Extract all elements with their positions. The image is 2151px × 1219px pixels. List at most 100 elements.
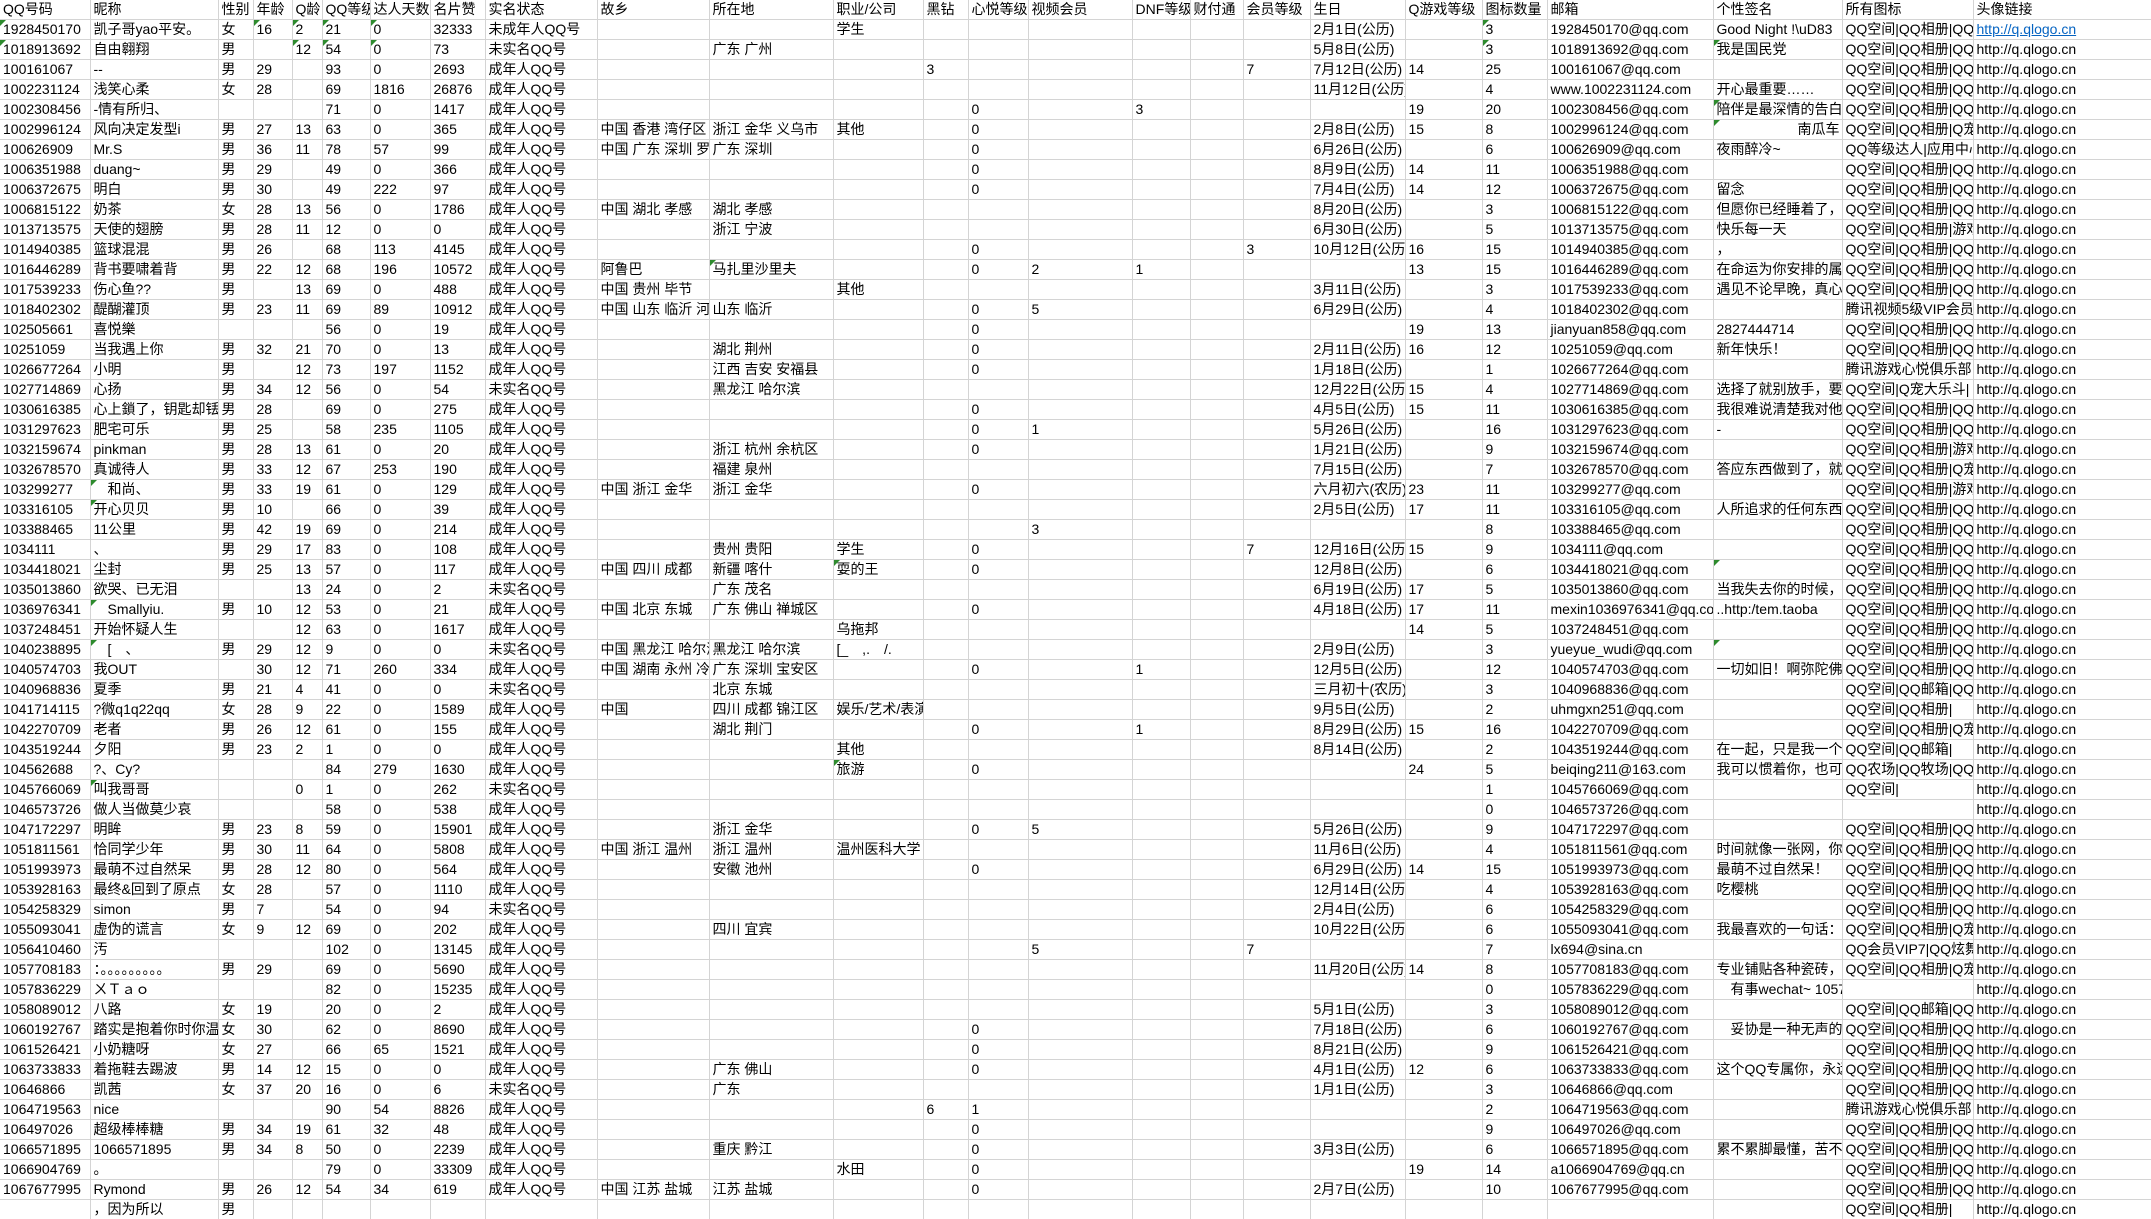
cell[interactable] [1189, 839, 1244, 860]
cell[interactable] [1242, 1039, 1311, 1060]
cell[interactable] [1131, 699, 1191, 720]
cell[interactable]: 6 [429, 1079, 486, 1100]
cell[interactable]: 71 [321, 99, 371, 120]
cell[interactable]: 129 [429, 479, 486, 500]
cell[interactable] [922, 779, 969, 800]
cell[interactable] [1404, 1099, 1483, 1120]
cell[interactable]: Good Night !\uD83 [1712, 19, 1843, 40]
cell[interactable]: 六月初六(农历) [1309, 479, 1406, 500]
column-header[interactable]: 个性签名 [1712, 0, 1843, 20]
cell[interactable]: http://q.qlogo.cn [1972, 639, 2151, 660]
cell[interactable] [967, 499, 1029, 520]
cell[interactable] [1189, 379, 1244, 400]
cell[interactable]: 四川 宜宾 [708, 919, 834, 940]
cell[interactable] [252, 1159, 293, 1180]
cell[interactable]: 155 [429, 719, 486, 740]
cell[interactable]: 男 [217, 39, 254, 60]
cell[interactable]: QQ空间|Q宠大乐斗| [1841, 379, 1974, 400]
cell[interactable] [1404, 839, 1483, 860]
cell[interactable]: 男 [217, 499, 254, 520]
cell[interactable] [1027, 799, 1133, 820]
cell[interactable] [1027, 619, 1133, 640]
cell[interactable] [1027, 779, 1133, 800]
cell[interactable]: 5月8日(公历) [1309, 39, 1406, 60]
cell[interactable]: 成年人QQ号 [484, 499, 598, 520]
cell[interactable]: 27 [252, 1039, 293, 1060]
cell[interactable] [922, 259, 969, 280]
cell[interactable]: 男 [217, 59, 254, 80]
cell[interactable]: 1013713575 [0, 219, 91, 240]
cell[interactable]: 山东 临沂 [708, 299, 834, 320]
cell[interactable]: 56 [321, 379, 371, 400]
cell[interactable] [1242, 219, 1311, 240]
cell[interactable] [1027, 79, 1133, 100]
cell[interactable]: http://q.qlogo.cn [1972, 559, 2151, 580]
cell[interactable] [1404, 679, 1483, 700]
cell[interactable]: 0 [429, 739, 486, 760]
cell[interactable] [967, 519, 1029, 540]
cell[interactable]: 26876 [429, 79, 486, 100]
cell[interactable]: 16 [1481, 719, 1548, 740]
cell[interactable]: 4 [291, 679, 323, 700]
cell[interactable]: 27 [252, 119, 293, 140]
cell[interactable]: 1006815122@qq.com [1546, 199, 1714, 220]
cell[interactable]: 0 [967, 139, 1029, 160]
cell[interactable]: QQ空间|QQ相册|QQ [1841, 399, 1974, 420]
cell[interactable]: ?微q1q22qq [89, 699, 219, 720]
cell[interactable]: 男 [217, 639, 254, 660]
cell[interactable]: 2月11日(公历) [1309, 339, 1406, 360]
cell[interactable]: 10251059@qq.com [1546, 339, 1714, 360]
cell[interactable]: 累不累脚最懂，苦不 [1712, 1139, 1843, 1160]
cell[interactable]: 61 [321, 439, 371, 460]
cell[interactable]: 275 [429, 399, 486, 420]
cell[interactable]: 12月8日(公历) [1309, 559, 1406, 580]
cell[interactable] [596, 379, 710, 400]
cell[interactable] [1027, 399, 1133, 420]
cell[interactable]: http://q.qlogo.cn [1972, 379, 2151, 400]
cell[interactable] [1027, 379, 1133, 400]
cell[interactable]: 5月1日(公历) [1309, 999, 1406, 1020]
cell[interactable]: 开心最重要…… [1712, 79, 1843, 100]
cell[interactable] [967, 959, 1029, 980]
cell[interactable] [922, 479, 969, 500]
cell[interactable]: QQ空间|QQ相册|QQ [1841, 879, 1974, 900]
cell[interactable]: 浙江 金华 义乌市 [708, 119, 834, 140]
cell[interactable]: 0 [369, 199, 431, 220]
cell[interactable]: 12月16日(公历) [1309, 539, 1406, 560]
cell[interactable]: 成年人QQ号 [484, 1179, 598, 1200]
cell[interactable] [1189, 739, 1244, 760]
cell[interactable]: 70 [321, 339, 371, 360]
cell[interactable]: 15 [1481, 859, 1548, 880]
cell[interactable] [922, 659, 969, 680]
cell[interactable] [967, 59, 1029, 80]
cell[interactable]: 、 [89, 539, 219, 560]
cell[interactable]: 0 [291, 779, 323, 800]
cell[interactable]: 8 [291, 819, 323, 840]
cell[interactable]: QQ空间|QQ相册|QQ [1841, 1079, 1974, 1100]
cell[interactable]: 28 [252, 399, 293, 420]
cell[interactable] [1712, 159, 1843, 180]
cell[interactable]: ..http:/tem.taoba [1712, 599, 1843, 620]
cell[interactable] [1189, 1059, 1244, 1080]
cell[interactable]: 84 [321, 759, 371, 780]
cell[interactable] [922, 739, 969, 760]
cell[interactable]: 19 [252, 999, 293, 1020]
cell[interactable] [1189, 1159, 1244, 1180]
cell[interactable] [1404, 19, 1483, 40]
cell[interactable]: 488 [429, 279, 486, 300]
cell[interactable] [708, 1019, 834, 1040]
cell[interactable] [922, 959, 969, 980]
cell[interactable]: 1 [1481, 779, 1548, 800]
cell[interactable] [217, 319, 254, 340]
cell[interactable] [1189, 319, 1244, 340]
cell[interactable]: 7 [1481, 459, 1548, 480]
cell[interactable]: 1063733833@qq.com [1546, 1059, 1714, 1080]
cell[interactable]: 23 [252, 739, 293, 760]
cell[interactable] [1242, 859, 1311, 880]
cell[interactable]: 喜悦樂 [89, 319, 219, 340]
cell[interactable]: 成年人QQ号 [484, 359, 598, 380]
cell[interactable]: 湖北 荆州 [708, 339, 834, 360]
cell[interactable]: 49 [321, 159, 371, 180]
cell[interactable]: 男 [217, 819, 254, 840]
cell[interactable]: 5 [1481, 759, 1548, 780]
